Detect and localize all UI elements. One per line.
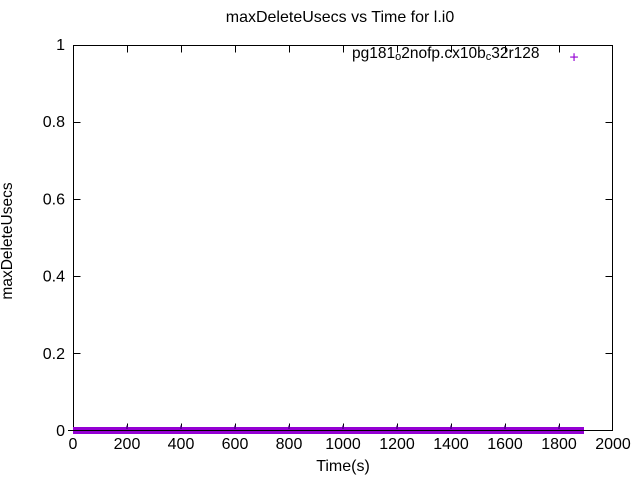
svg-text:1800: 1800 (541, 436, 577, 453)
svg-text:0: 0 (56, 423, 65, 440)
svg-text:1200: 1200 (379, 436, 415, 453)
svg-text:600: 600 (222, 436, 249, 453)
svg-text:0.2: 0.2 (43, 346, 65, 363)
svg-text:maxDeleteUsecs: maxDeleteUsecs (0, 182, 16, 299)
svg-text:0.6: 0.6 (43, 191, 65, 208)
svg-text:pg181o2nofp.cx10bc32r128: pg181o2nofp.cx10bc32r128 (352, 45, 539, 63)
svg-text:+: + (569, 50, 578, 67)
svg-text:200: 200 (114, 436, 141, 453)
svg-text:0: 0 (69, 436, 78, 453)
svg-text:1400: 1400 (433, 436, 469, 453)
svg-text:0.4: 0.4 (43, 269, 65, 286)
svg-text:0.8: 0.8 (43, 114, 65, 131)
svg-text:Time(s): Time(s) (316, 458, 370, 475)
svg-text:1000: 1000 (325, 436, 361, 453)
svg-text:400: 400 (168, 436, 195, 453)
svg-text:1: 1 (56, 37, 65, 54)
svg-text:2000: 2000 (595, 436, 631, 453)
svg-text:800: 800 (276, 436, 303, 453)
svg-text:1600: 1600 (487, 436, 523, 453)
svg-text:maxDeleteUsecs vs Time for l.i: maxDeleteUsecs vs Time for l.i0 (226, 9, 455, 26)
